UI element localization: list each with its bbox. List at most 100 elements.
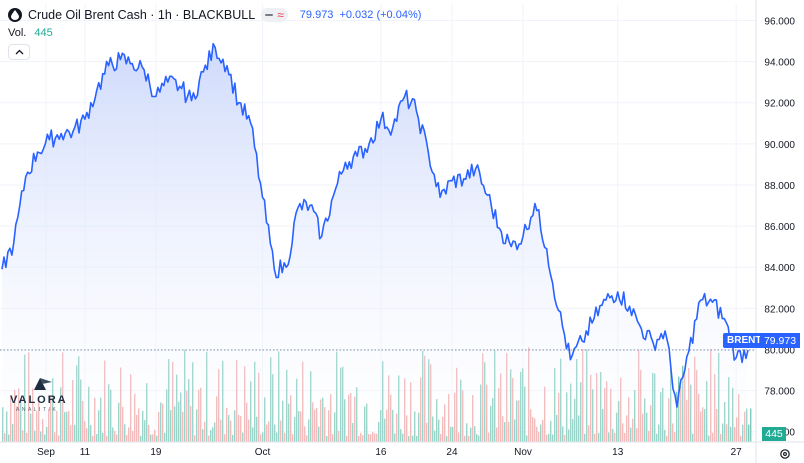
y-tick-label: 84.000 bbox=[764, 263, 795, 274]
y-tick-label: 88.000 bbox=[764, 181, 795, 192]
x-tick-label: 13 bbox=[612, 447, 624, 458]
data-point[interactable] bbox=[710, 300, 714, 304]
data-point[interactable] bbox=[213, 45, 217, 49]
data-point[interactable] bbox=[580, 339, 584, 343]
data-point[interactable] bbox=[296, 206, 300, 210]
data-point[interactable] bbox=[343, 160, 347, 164]
data-point[interactable] bbox=[521, 234, 525, 238]
symbol-title[interactable]: Crude Oil Brent Cash · 1h · BLACKBULL bbox=[28, 8, 256, 22]
dash-icon bbox=[265, 14, 274, 16]
data-point[interactable] bbox=[225, 64, 229, 68]
data-point[interactable] bbox=[462, 177, 466, 181]
volume-bar bbox=[750, 408, 752, 442]
last-price: 79.973 bbox=[299, 9, 334, 21]
data-point[interactable] bbox=[616, 290, 620, 294]
data-point[interactable] bbox=[308, 204, 312, 208]
data-point[interactable] bbox=[557, 308, 561, 312]
data-point[interactable] bbox=[403, 95, 407, 99]
data-point[interactable] bbox=[83, 117, 87, 121]
data-point[interactable] bbox=[154, 95, 158, 99]
data-point[interactable] bbox=[687, 350, 691, 354]
data-point[interactable] bbox=[391, 125, 395, 129]
data-point[interactable] bbox=[485, 193, 489, 197]
data-point[interactable] bbox=[367, 142, 371, 146]
data-point[interactable] bbox=[59, 132, 63, 136]
x-tick-label: Oct bbox=[255, 447, 271, 458]
data-point[interactable] bbox=[474, 167, 478, 171]
y-tick-label: 90.000 bbox=[764, 140, 795, 151]
data-point[interactable] bbox=[272, 267, 276, 271]
y-tick-label: 80.000 bbox=[764, 345, 795, 356]
data-point[interactable] bbox=[189, 99, 193, 103]
price-area-fill bbox=[2, 43, 748, 442]
data-point[interactable] bbox=[320, 234, 324, 238]
data-point[interactable] bbox=[497, 226, 501, 230]
data-point[interactable] bbox=[746, 348, 750, 352]
y-tick-label: 92.000 bbox=[764, 99, 795, 110]
data-point[interactable] bbox=[675, 405, 679, 409]
y-tick-label: 78.000 bbox=[764, 387, 795, 398]
logo-subtitle: ANALITIK bbox=[16, 407, 59, 413]
y-tick-label: 96.000 bbox=[764, 16, 795, 27]
volume-legend: Vol. 445 bbox=[8, 27, 53, 39]
data-point[interactable] bbox=[699, 298, 703, 302]
data-point[interactable] bbox=[71, 129, 75, 133]
collapse-legend-button[interactable] bbox=[8, 44, 30, 60]
indicator-toggle-pill[interactable]: ≈ bbox=[261, 8, 288, 22]
data-point[interactable] bbox=[130, 62, 134, 66]
data-point[interactable] bbox=[509, 245, 513, 249]
data-point[interactable] bbox=[450, 179, 454, 183]
data-point[interactable] bbox=[284, 265, 288, 269]
x-tick-label: 11 bbox=[80, 447, 91, 458]
y-tick-label: 82.000 bbox=[764, 304, 795, 315]
volume-bar bbox=[748, 424, 750, 442]
data-point[interactable] bbox=[201, 70, 205, 74]
price-line-series[interactable] bbox=[1, 42, 749, 408]
data-point[interactable] bbox=[628, 304, 632, 308]
x-tick-label: 16 bbox=[375, 447, 387, 458]
data-point[interactable] bbox=[438, 195, 442, 199]
x-tick-label: Sep bbox=[37, 447, 55, 458]
volume-label: Vol. bbox=[8, 27, 27, 39]
data-point[interactable] bbox=[24, 175, 28, 179]
data-point[interactable] bbox=[355, 154, 359, 158]
data-point[interactable] bbox=[545, 247, 549, 251]
logo-name: VALORA bbox=[10, 394, 68, 406]
data-point[interactable] bbox=[249, 121, 253, 125]
data-point[interactable] bbox=[36, 150, 40, 154]
price-change: +0.032 (+0.04%) bbox=[339, 9, 422, 21]
data-point[interactable] bbox=[178, 84, 182, 88]
data-point[interactable] bbox=[722, 317, 726, 321]
data-point[interactable] bbox=[237, 101, 241, 105]
x-tick-label: 24 bbox=[446, 447, 458, 458]
data-point[interactable] bbox=[568, 358, 572, 362]
data-point[interactable] bbox=[663, 329, 667, 333]
y-tick-label: 94.000 bbox=[764, 58, 795, 69]
data-point[interactable] bbox=[604, 298, 608, 302]
data-point[interactable] bbox=[47, 138, 51, 142]
data-point[interactable] bbox=[261, 195, 265, 199]
y-tick-label: 86.000 bbox=[764, 222, 795, 233]
data-point[interactable] bbox=[12, 241, 16, 245]
data-point[interactable] bbox=[166, 80, 170, 84]
data-point[interactable] bbox=[533, 201, 537, 205]
chart-header: Crude Oil Brent Cash · 1h · BLACKBULL ≈ … bbox=[8, 6, 421, 24]
data-point[interactable] bbox=[332, 193, 336, 197]
data-point[interactable] bbox=[592, 317, 596, 321]
data-point[interactable] bbox=[651, 341, 655, 345]
x-tick-label: 19 bbox=[150, 447, 162, 458]
wave-icon: ≈ bbox=[277, 8, 284, 22]
data-point[interactable] bbox=[118, 58, 122, 62]
data-point[interactable] bbox=[379, 117, 383, 121]
data-point[interactable] bbox=[142, 68, 146, 72]
data-point[interactable] bbox=[107, 64, 111, 68]
data-point[interactable] bbox=[0, 267, 4, 271]
data-point[interactable] bbox=[95, 88, 99, 92]
data-point[interactable] bbox=[734, 356, 738, 360]
data-point[interactable] bbox=[414, 109, 418, 113]
chevron-up-icon bbox=[15, 49, 23, 55]
data-point[interactable] bbox=[639, 327, 643, 331]
data-point[interactable] bbox=[426, 150, 430, 154]
chart-settings-button[interactable] bbox=[776, 445, 794, 463]
